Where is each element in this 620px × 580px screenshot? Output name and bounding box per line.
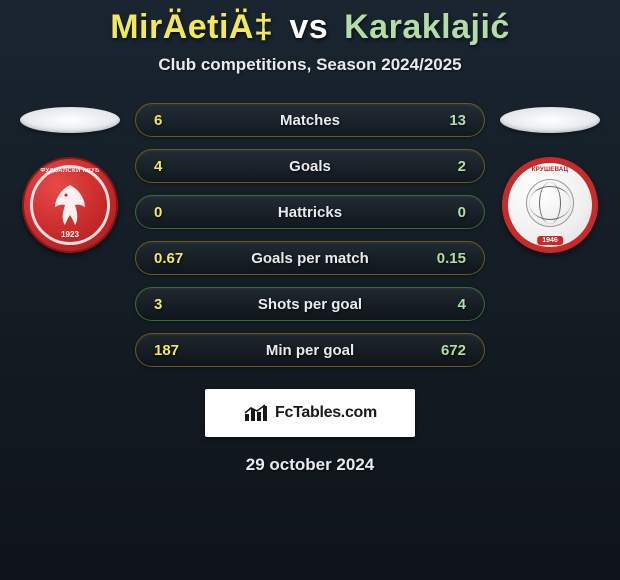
badge-right-arc-text: КРУШЕВАЦ [508, 167, 592, 173]
badge-left-arc-text: ФУДБАЛСКИ КЛУБ [24, 168, 116, 174]
date-text: 29 october 2024 [246, 455, 375, 475]
comparison-card: MirÄetiÄ‡ vs Karaklajić Club competition… [0, 0, 620, 475]
stat-row-mpg: 187 Min per goal 672 [135, 333, 485, 367]
stat-row-hattricks: 0 Hattricks 0 [135, 195, 485, 229]
ball-icon [526, 179, 574, 227]
badge-left-year: 1923 [24, 230, 116, 239]
stat-left-value: 0 [154, 204, 194, 221]
stats-column: 6 Matches 13 4 Goals 2 0 Hattricks 0 0.6… [135, 103, 485, 367]
club-badge-right: КРУШЕВАЦ 1946 [502, 157, 598, 253]
stat-right-value: 0 [426, 204, 466, 221]
player1-name: MirÄetiÄ‡ [110, 8, 273, 46]
stat-left-value: 4 [154, 158, 194, 175]
attribution-text: FcTables.com [275, 404, 377, 422]
stat-right-value: 672 [426, 342, 466, 359]
player2-avatar-placeholder [500, 107, 600, 133]
subtitle: Club competitions, Season 2024/2025 [158, 55, 461, 75]
right-column: КРУШЕВАЦ 1946 [495, 103, 605, 253]
stat-right-value: 13 [426, 112, 466, 129]
stat-left-value: 6 [154, 112, 194, 129]
badge-right-year: 1946 [537, 236, 563, 245]
stat-right-value: 4 [426, 296, 466, 313]
stat-left-value: 3 [154, 296, 194, 313]
page-title: MirÄetiÄ‡ vs Karaklajić [110, 8, 510, 47]
vs-text: vs [289, 8, 328, 46]
stat-right-value: 0.15 [426, 250, 466, 267]
stat-left-value: 0.67 [154, 250, 194, 267]
stat-row-goals: 4 Goals 2 [135, 149, 485, 183]
club-badge-left: ФУДБАЛСКИ КЛУБ 1923 [22, 157, 118, 253]
bar-chart-icon [243, 403, 269, 423]
eagle-icon [41, 177, 99, 235]
stat-row-gpm: 0.67 Goals per match 0.15 [135, 241, 485, 275]
player2-name: Karaklajić [344, 8, 510, 46]
attribution-link[interactable]: FcTables.com [205, 389, 415, 437]
stat-row-matches: 6 Matches 13 [135, 103, 485, 137]
main-row: ФУДБАЛСКИ КЛУБ 1923 6 Matches 13 4 Goals… [0, 103, 620, 367]
left-column: ФУДБАЛСКИ КЛУБ 1923 [15, 103, 125, 253]
stat-right-value: 2 [426, 158, 466, 175]
player1-avatar-placeholder [20, 107, 120, 133]
stat-row-spg: 3 Shots per goal 4 [135, 287, 485, 321]
stat-left-value: 187 [154, 342, 194, 359]
